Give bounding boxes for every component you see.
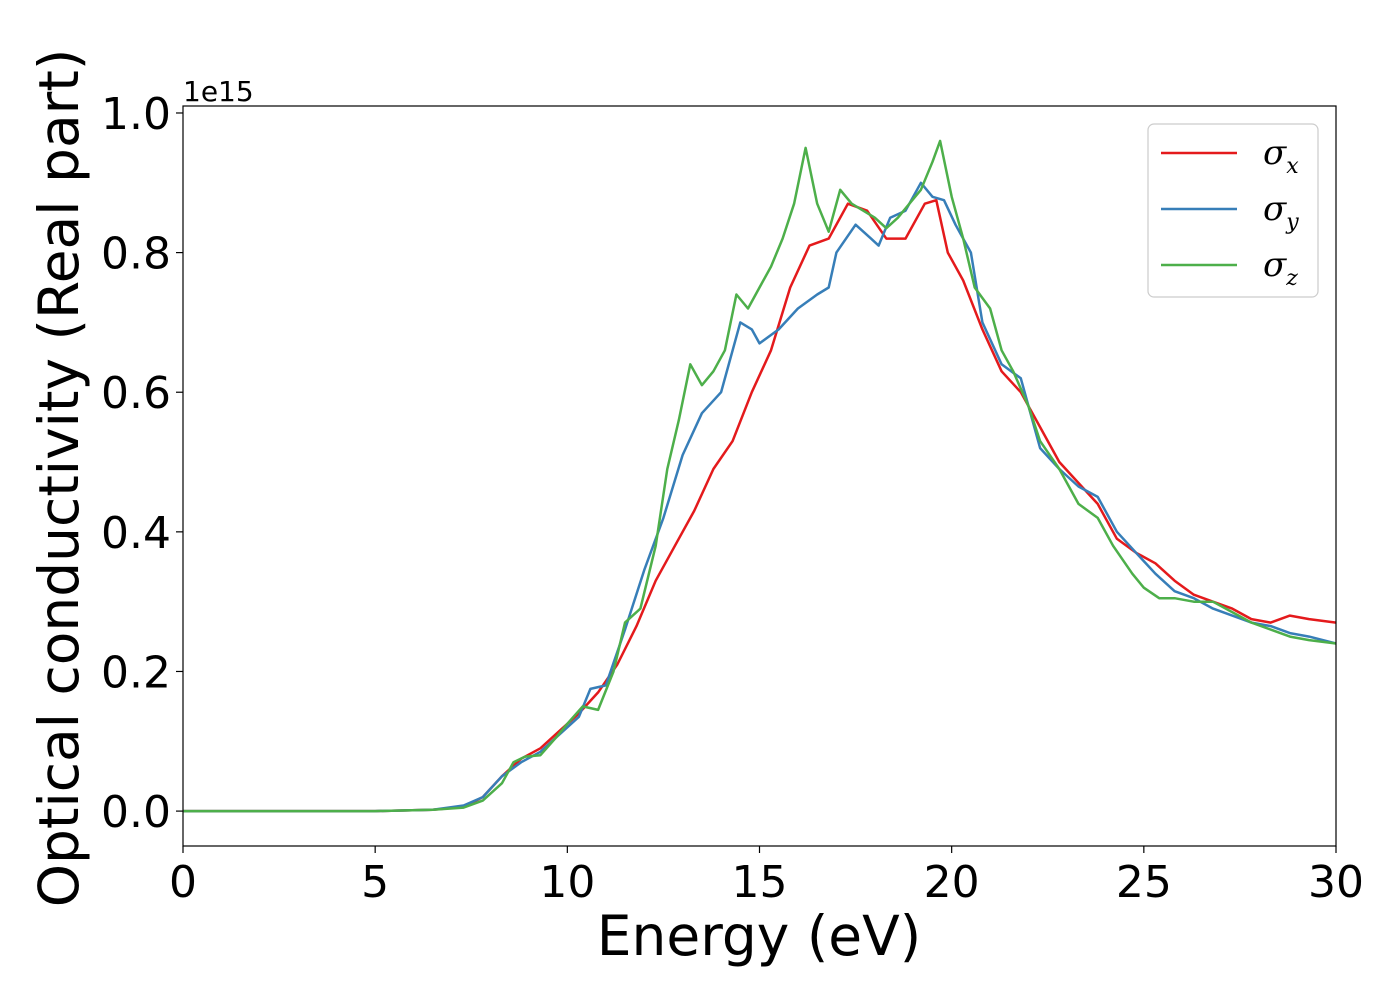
y-axis-offset-label: 1e15	[183, 75, 254, 108]
legend-label-sigma-y: σy	[1263, 189, 1299, 235]
y-tick-label: 1.0	[101, 89, 171, 140]
legend-label-sigma-x: σx	[1263, 133, 1299, 179]
x-axis-title: Energy (eV)	[597, 904, 921, 968]
series-layer	[183, 139, 1337, 813]
y-axis-ticks: 0.0 0.2 0.4 0.6 0.8 1.0	[101, 89, 183, 838]
series-line-sigma-z	[183, 139, 1337, 813]
legend-label-sigma-z: σz	[1263, 245, 1298, 291]
legend-box	[1147, 123, 1319, 298]
y-tick-label: 0.2	[101, 647, 171, 698]
y-tick-label: 0.6	[101, 368, 171, 419]
legend-symbol: σ	[1263, 189, 1287, 229]
legend-subscript: z	[1285, 266, 1298, 291]
x-tick-label: 30	[1308, 857, 1364, 908]
x-axis-ticks: 0 5 10 15 20 25 30	[169, 846, 1364, 908]
legend-subscript: y	[1285, 210, 1299, 235]
y-tick-label: 0.0	[101, 787, 171, 838]
x-tick-label: 0	[169, 857, 197, 908]
y-tick-label: 0.4	[101, 508, 171, 559]
x-tick-label: 15	[732, 857, 788, 908]
legend-symbol: σ	[1263, 245, 1287, 285]
series-line-sigma-y	[183, 181, 1337, 813]
x-tick-label: 25	[1116, 857, 1172, 908]
y-axis-title: Optical conductivity (Real part)	[27, 49, 91, 908]
x-tick-label: 20	[924, 857, 980, 908]
y-tick-label: 0.8	[101, 229, 171, 280]
x-tick-label: 5	[361, 857, 389, 908]
legend-subscript: x	[1286, 154, 1299, 179]
legend-symbol: σ	[1263, 133, 1287, 173]
x-tick-label: 10	[539, 857, 595, 908]
